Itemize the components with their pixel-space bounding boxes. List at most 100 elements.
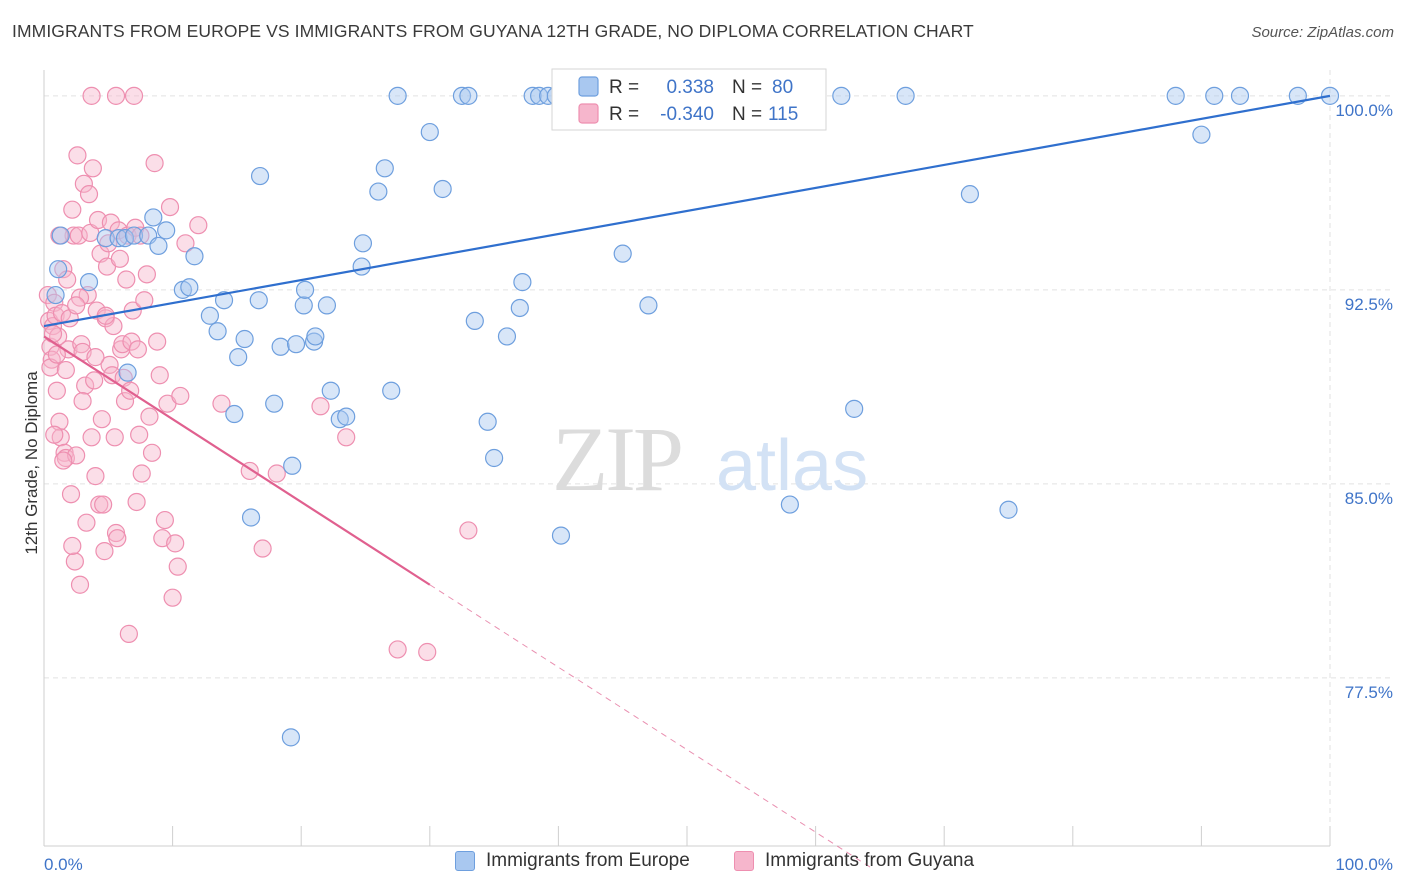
x-tick-label-min: 0.0% — [44, 855, 83, 874]
europe-point-41 — [375, 159, 394, 178]
europe-point-33 — [317, 296, 337, 315]
guyana-point-3 — [42, 350, 61, 369]
guyana-point-26 — [70, 575, 90, 594]
chart-title: IMMIGRANTS FROM EUROPE VS IMMIGRANTS FRO… — [12, 21, 974, 41]
guyana-point-36 — [83, 159, 102, 178]
europe-point-12 — [157, 221, 176, 240]
guyana-point-104 — [253, 539, 272, 558]
guyana-point-8 — [47, 381, 66, 400]
europe-point-67 — [780, 495, 799, 514]
europe-point-76 — [1205, 86, 1224, 105]
guyana-point-78 — [142, 443, 162, 462]
y-tick-label-2: 92.5% — [1345, 295, 1393, 314]
legend-item-guyana[interactable]: Immigrants from Guyana — [734, 850, 974, 872]
europe-point-4 — [96, 229, 115, 248]
europe-point-30 — [295, 280, 315, 299]
guyana-point-43 — [92, 410, 111, 429]
guyana-point-105 — [267, 464, 286, 483]
europe-point-11 — [149, 236, 168, 255]
europe-point-69 — [832, 86, 851, 105]
europe-point-58 — [551, 526, 571, 545]
europe-point-40 — [369, 182, 388, 201]
europe-point-64 — [639, 296, 658, 315]
guyana-point-85 — [160, 197, 180, 217]
guyana-point-76 — [137, 265, 156, 284]
europe-point-73 — [999, 500, 1018, 519]
europe-point-36 — [337, 407, 356, 426]
stats-n-label-europe: N = — [732, 77, 762, 98]
guyana-point-37 — [85, 371, 104, 390]
guyana-point-107 — [337, 428, 356, 447]
europe-point-22 — [241, 508, 261, 527]
guyana-point-29 — [74, 174, 93, 193]
europe-point-28 — [286, 335, 306, 354]
europe-point-10 — [144, 208, 163, 227]
guyana-point-53 — [105, 428, 124, 447]
europe-point-72 — [960, 185, 980, 204]
guyana-point-41 — [90, 495, 109, 514]
europe-point-47 — [459, 86, 478, 105]
europe-point-18 — [214, 291, 234, 310]
legend-swatch-guyana — [734, 851, 754, 871]
guyana-point-110 — [418, 642, 437, 662]
guyana-point-44 — [94, 495, 113, 514]
europe-point-27 — [283, 456, 302, 475]
europe-point-45 — [433, 179, 452, 199]
stats-swatch-guyana — [578, 103, 599, 124]
watermark-atlas: atlas — [716, 426, 868, 506]
guyana-point-79 — [145, 154, 164, 173]
y-tick-label-1: 85.0% — [1345, 489, 1393, 508]
europe-point-15 — [185, 247, 204, 266]
guyana-point-64 — [119, 624, 138, 643]
guyana-point-19 — [61, 485, 81, 504]
guyana-point-111 — [189, 216, 208, 235]
europe-point-17 — [208, 322, 227, 341]
guyana-point-27 — [72, 335, 91, 354]
europe-point-49 — [478, 412, 497, 431]
guyana-point-88 — [168, 557, 187, 576]
guyana-point-48 — [99, 234, 118, 253]
europe-point-26 — [271, 337, 290, 356]
legend-item-europe[interactable]: Immigrants from Europe — [455, 850, 690, 872]
europe-point-39 — [352, 257, 371, 276]
guyana-point-80 — [148, 332, 167, 351]
guyana-point-15 — [56, 448, 75, 468]
guyana-point-72 — [130, 425, 149, 444]
europe-point-29 — [294, 296, 313, 315]
europe-point-71 — [896, 86, 915, 105]
guyana-point-91 — [106, 86, 126, 105]
europe-point-32 — [306, 327, 325, 346]
guyana-point-97 — [63, 536, 82, 556]
europe-point-2 — [51, 226, 70, 245]
guyana-point-62 — [117, 270, 136, 289]
guyana-point-49 — [100, 355, 119, 374]
guyana-point-83 — [155, 510, 174, 530]
guyana-point-89 — [171, 386, 190, 406]
guyana-point-16 — [58, 270, 77, 289]
europe-point-75 — [1192, 125, 1211, 144]
guyana-point-96 — [54, 451, 73, 470]
guyana-point-61 — [115, 391, 135, 411]
stats-r-label-europe: R = — [609, 77, 639, 98]
europe-point-53 — [513, 273, 532, 292]
series-legend: Immigrants from Europe Immigrants from G… — [0, 850, 1406, 880]
europe-point-21 — [235, 329, 254, 349]
trend-line-europe — [43, 94, 1331, 328]
series-europe-points — [46, 86, 1340, 747]
europe-point-63 — [613, 244, 632, 263]
europe-point-54 — [523, 86, 542, 105]
guyana-point-90 — [82, 86, 101, 105]
europe-point-52 — [510, 298, 529, 318]
guyana-point-112 — [176, 234, 195, 253]
series-guyana-points — [38, 86, 478, 662]
guyana-point-81 — [150, 366, 169, 385]
guyana-point-13 — [54, 260, 73, 279]
europe-point-46 — [452, 86, 472, 105]
guyana-point-106 — [311, 397, 330, 416]
chart-source: Source: ZipAtlas.com — [1251, 24, 1394, 41]
guyana-point-22 — [65, 552, 84, 571]
guyana-point-24 — [68, 146, 87, 165]
stats-legend: R = 0.338 N = 80 R = -0.340 N = 115 — [551, 68, 827, 131]
europe-point-34 — [321, 381, 340, 400]
guyana-point-38 — [86, 467, 105, 486]
